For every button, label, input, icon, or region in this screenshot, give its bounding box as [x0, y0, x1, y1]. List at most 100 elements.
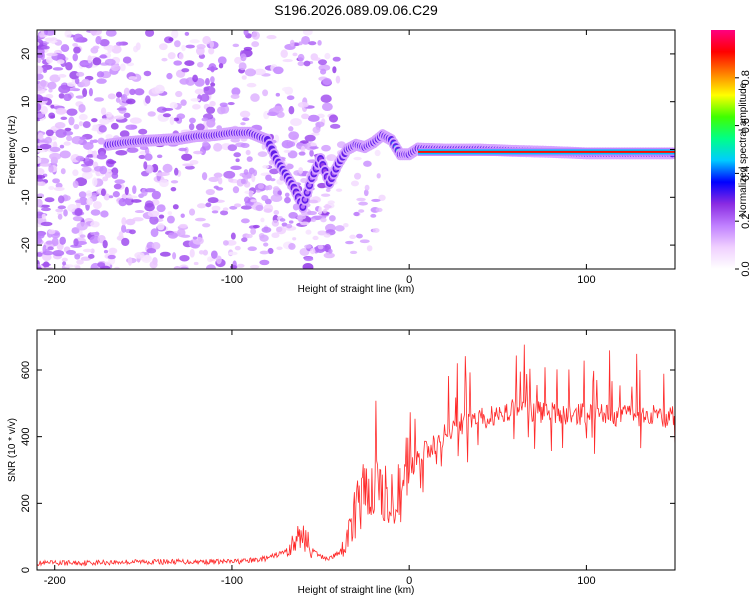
noise-blob — [82, 121, 91, 129]
noise-blob — [83, 142, 94, 150]
noise-blob — [307, 210, 317, 216]
noise-blob — [87, 55, 92, 64]
ridge-core — [307, 183, 312, 188]
noise-blob — [303, 256, 314, 262]
noise-blob — [145, 30, 155, 37]
noise-blob — [271, 232, 280, 239]
noise-blob — [263, 242, 269, 247]
noise-blob — [37, 132, 44, 140]
noise-blob — [47, 81, 57, 90]
noise-blob — [93, 97, 105, 102]
noise-blob — [114, 266, 120, 269]
noise-blob — [179, 266, 189, 269]
noise-blob — [317, 244, 324, 250]
snr-x-tick-label: -100 — [221, 575, 243, 587]
noise-blob — [255, 204, 264, 212]
noise-blob — [240, 142, 250, 149]
noise-blob — [309, 247, 316, 255]
noise-blob — [41, 213, 46, 220]
noise-blob — [59, 236, 66, 245]
noise-blob — [197, 61, 204, 68]
noise-blob — [82, 88, 88, 98]
noise-blob — [307, 114, 320, 122]
noise-blob — [376, 173, 381, 179]
noise-blob — [189, 248, 195, 258]
noise-blob — [300, 145, 306, 153]
noise-blob — [37, 146, 40, 150]
noise-blob — [363, 160, 372, 167]
figure-title: S196.2026.089.09.06.C29 — [274, 2, 438, 18]
noise-blob — [335, 75, 341, 84]
noise-blob — [230, 137, 241, 143]
noise-blob — [122, 56, 132, 64]
noise-blob — [57, 195, 65, 204]
snr-data — [37, 344, 675, 567]
spectrogram-x-axis-label: Height of straight line (km) — [298, 284, 415, 295]
noise-blob — [76, 71, 85, 77]
noise-blob — [72, 180, 79, 189]
noise-blob — [279, 218, 286, 222]
noise-blob — [43, 30, 56, 36]
colorbar-tick-label: 0.2 — [740, 214, 750, 229]
noise-blob — [74, 209, 83, 217]
noise-blob — [323, 233, 331, 238]
noise-blob — [261, 226, 272, 233]
noise-blob — [123, 87, 130, 97]
noise-blob — [59, 150, 71, 159]
noise-blob — [49, 152, 62, 161]
noise-blob — [266, 184, 273, 191]
noise-blob — [240, 53, 247, 62]
snr-x-tick-label: -200 — [44, 575, 66, 587]
noise-blob — [115, 41, 123, 46]
noise-blob — [151, 242, 161, 250]
noise-blob — [44, 248, 50, 253]
noise-blob — [297, 101, 309, 108]
noise-blob — [46, 52, 58, 57]
noise-blob — [222, 240, 229, 246]
noise-blob — [322, 208, 327, 214]
noise-blob — [64, 30, 72, 38]
noise-blob — [103, 249, 109, 254]
noise-blob — [210, 250, 218, 259]
noise-blob — [90, 30, 102, 36]
noise-blob — [273, 66, 284, 75]
noise-blob — [162, 113, 171, 118]
noise-blob — [259, 234, 269, 242]
noise-blob — [169, 116, 175, 125]
noise-blob — [119, 63, 126, 72]
noise-blob — [310, 142, 317, 147]
noise-blob — [149, 215, 159, 225]
noise-blob — [91, 118, 98, 123]
noise-blob — [73, 238, 79, 247]
noise-blob — [114, 179, 126, 184]
noise-blob — [353, 211, 360, 217]
noise-blob — [48, 185, 55, 190]
noise-blob — [59, 144, 65, 149]
noise-blob — [243, 30, 249, 36]
noise-blob — [241, 237, 248, 243]
noise-blob — [284, 192, 290, 198]
noise-blob — [125, 218, 136, 226]
noise-blob — [250, 199, 257, 203]
noise-blob — [192, 74, 198, 83]
noise-blob — [37, 149, 46, 153]
noise-blob — [359, 239, 370, 244]
noise-blob — [72, 169, 79, 177]
noise-blob — [281, 87, 291, 92]
noise-blob — [95, 36, 102, 45]
noise-blob — [45, 93, 54, 99]
noise-blob — [217, 106, 226, 115]
noise-blob — [118, 231, 124, 240]
noise-blob — [286, 141, 296, 148]
noise-blob — [259, 259, 270, 266]
noise-blob — [206, 119, 216, 128]
noise-blob — [129, 229, 136, 235]
spectrogram-data — [37, 30, 675, 269]
noise-blob — [262, 89, 269, 97]
noise-blob — [120, 94, 128, 101]
noise-blob — [155, 172, 167, 177]
noise-blob — [235, 158, 240, 163]
noise-blob — [166, 72, 173, 80]
noise-blob — [260, 217, 265, 223]
noise-blob — [118, 198, 127, 207]
